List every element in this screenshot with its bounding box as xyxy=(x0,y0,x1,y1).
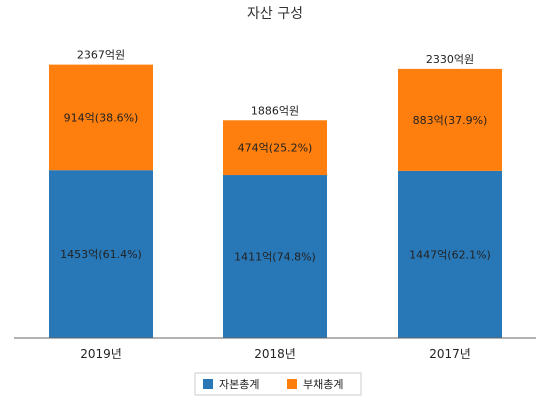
bars-layer: 1453억(61.4%) 914억(38.6%) 2367억원 1411억(74.8%… xyxy=(49,49,502,338)
x-tick-label: 2018년 xyxy=(254,347,296,361)
bar-total-label: 1886억원 xyxy=(251,104,299,117)
bar-segment xyxy=(49,170,153,338)
bar-value-label: 1453억(61.4%) xyxy=(60,248,142,261)
chart-title: 자산 구성 xyxy=(247,6,303,22)
bar-segment xyxy=(49,64,153,171)
bar-value-label: 474억(25.2%) xyxy=(238,142,313,155)
x-tick-labels: 2019년 2018년 2017년 xyxy=(80,347,471,361)
bar-value-label: 1447억(62.1%) xyxy=(409,248,491,261)
bar-total-label: 2367억원 xyxy=(77,49,125,62)
x-tick-label: 2017년 xyxy=(429,347,471,361)
legend: 자본총계 부채총계 xyxy=(194,372,362,396)
bar-segment xyxy=(223,175,327,338)
x-tick-label: 2019년 xyxy=(80,347,122,361)
bar-value-label: 914억(38.6%) xyxy=(64,111,139,124)
legend-swatch xyxy=(287,379,297,389)
legend-swatch xyxy=(203,379,213,389)
bar-segment xyxy=(223,120,327,176)
legend-label: 부채총계 xyxy=(303,378,343,391)
bar-value-label: 1411억(74.8%) xyxy=(234,251,316,264)
bar-value-label: 883억(37.9%) xyxy=(413,114,488,127)
legend-box xyxy=(194,372,362,396)
legend-label: 자본총계 xyxy=(219,378,259,391)
bar-segment xyxy=(398,170,502,338)
bar-total-label: 2330억원 xyxy=(426,53,474,66)
bar-segment xyxy=(398,68,502,171)
